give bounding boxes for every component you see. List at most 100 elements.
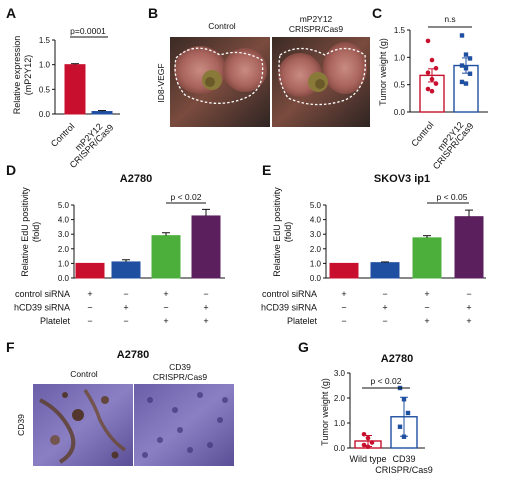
panel-d-bar-1 — [111, 261, 141, 279]
panel-f-label-crispr-line1: CD39 — [169, 362, 191, 372]
panel-letter-b: B — [148, 5, 158, 21]
panel-e-cond-mark-1-0: − — [341, 303, 346, 313]
panel-c-axes: 0.0 0.5 1.0 1.5 — [394, 26, 488, 117]
panel-d-cond-mark-2-0: − — [87, 316, 92, 326]
panel-c-point-0-4 — [429, 76, 435, 82]
panel-c-point-1-5 — [467, 71, 473, 76]
panel-d-ytick-label-2: 2.0 — [58, 245, 70, 254]
panel-e-cond-label-2: Platelet — [287, 316, 318, 326]
panel-c-point-1-1 — [463, 52, 469, 57]
panel-a-bar-1 — [91, 111, 113, 115]
panel-f-histology: A2780 Control CD39 CRISPR/Cas9 CD39 — [16, 349, 234, 466]
panel-g-point-1-2 — [405, 410, 411, 416]
panel-d-cond-label-0: control siRNA — [15, 289, 70, 299]
panel-d-ytick-label-3: 3.0 — [58, 230, 70, 239]
panel-e-ylabel-line2: (fold) — [283, 222, 293, 243]
panel-e-cond-mark-1-2: − — [424, 303, 429, 313]
panel-b-side-label: ID8-VEGF — [156, 63, 166, 102]
panel-d-ytick-label-5: 5.0 — [58, 201, 70, 210]
panel-g-axes: 0.0 1.0 2.0 3.0 — [334, 369, 425, 453]
panel-d-cond-mark-1-0: − — [87, 303, 92, 313]
panel-a-ylabel-line1: Relative expression — [12, 36, 22, 115]
panel-c-point-1-7 — [463, 81, 469, 86]
panel-c-point-0-2 — [433, 65, 439, 71]
panel-e-chart: SKOV3 ip1 0.0 1.0 2.0 3.0 4.0 5.0 Relative Ed… — [261, 173, 486, 326]
panel-c-significance: n.s — [444, 14, 455, 24]
panel-b-label-crispr-line2: CRISPR/Cas9 — [289, 24, 344, 34]
panel-e-ytick-label-1: 1.0 — [310, 259, 322, 268]
panel-letter-f: F — [6, 339, 15, 355]
panel-g-chart: A2780 0.0 1.0 2.0 3.0 Tumor weight (g) p < … — [320, 353, 433, 475]
panel-d-cond-mark-1-3: + — [203, 303, 208, 313]
panel-c-point-1-0 — [459, 33, 465, 38]
panel-e-ytick-label-2: 2.0 — [310, 245, 322, 254]
panel-c-ylabel: Tumor weight (g) — [378, 38, 388, 106]
panel-c-point-0-0 — [425, 38, 431, 44]
panel-g-title: A2780 — [381, 353, 413, 365]
panel-d-cond-mark-2-1: − — [123, 316, 128, 326]
panel-e-bar-1 — [370, 262, 400, 279]
panel-d-cond-mark-0-3: − — [203, 289, 208, 299]
panel-e-cond-mark-2-3: + — [466, 316, 471, 326]
panel-letter-e: E — [262, 162, 271, 178]
panel-g-point-1-1 — [401, 397, 407, 402]
panel-c-xtick-control: Control — [409, 120, 435, 149]
panel-g-point-0-1 — [365, 435, 371, 441]
panel-d-cond-label-2: Platelet — [40, 316, 71, 326]
panel-f-label-control: Control — [70, 369, 98, 379]
panel-a-ytick-label-3: 1.5 — [39, 36, 51, 45]
panel-e-significance: p < 0.05 — [437, 192, 468, 202]
panel-e-cond-mark-1-3: + — [466, 303, 471, 313]
panel-g-point-0-3 — [361, 442, 367, 448]
panel-a-xtick-control: Control — [49, 121, 77, 149]
panel-g-xtick-crispr-line1: CD39 — [392, 454, 415, 464]
panel-d-bar-3 — [191, 215, 221, 279]
panel-d-ytick-label-0: 0.0 — [58, 274, 70, 283]
panel-g-xtick-crispr-line2: CRISPR/Cas9 — [375, 465, 433, 475]
panel-a-ytick-label-2: 1.0 — [39, 61, 51, 70]
panel-c-point-1-4 — [463, 66, 469, 71]
panel-d-cond-mark-0-0: + — [87, 289, 92, 299]
panel-e-title: SKOV3 ip1 — [374, 173, 430, 185]
panel-e-conditions: control siRNA + − + − hCD39 siRNA − + − + Platelet… — [261, 289, 472, 326]
panel-f-title: A2780 — [117, 349, 149, 361]
panel-d-cond-mark-2-2: + — [163, 316, 168, 326]
panel-c-chart: 0.0 0.5 1.0 1.5 Tumor weight (g) n.s Contro… — [378, 14, 488, 171]
panel-c-point-0-7 — [429, 88, 435, 94]
panel-c-point-0-1 — [429, 57, 435, 63]
panel-d-ylabel-line2: (fold) — [31, 222, 41, 243]
panel-d-cond-mark-1-2: − — [163, 303, 168, 313]
panel-letter-a: A — [6, 5, 16, 21]
panel-f-image-crispr — [134, 384, 234, 466]
panel-d-cond-mark-0-2: + — [163, 289, 168, 299]
panel-letter-g: G — [298, 339, 309, 355]
panel-c-point-1-2 — [467, 56, 473, 61]
panel-d-ytick-label-4: 4.0 — [58, 216, 70, 225]
panel-g-ytick-label-3: 3.0 — [334, 369, 346, 378]
panel-b-label-control: Control — [208, 21, 236, 31]
panel-g-point-0-2 — [369, 440, 375, 445]
panel-e-ytick-label-0: 0.0 — [310, 274, 322, 283]
panel-e-bar-0 — [329, 262, 359, 279]
panel-g-ytick-label-2: 2.0 — [334, 394, 346, 403]
panel-a-ytick-label-1: 0.5 — [39, 85, 51, 94]
panel-c-point-0-5 — [433, 81, 439, 86]
panel-a-ytick-label-0: 0.0 — [39, 110, 51, 119]
panel-d-cond-mark-2-3: + — [203, 316, 208, 326]
panel-e-ytick-label-5: 5.0 — [310, 201, 322, 210]
panel-e-bar-2 — [412, 237, 442, 279]
panel-e-ytick-label-4: 4.0 — [310, 216, 322, 225]
panel-c-point-1-3 — [459, 63, 465, 68]
panel-d-cond-mark-1-1: + — [123, 303, 128, 313]
panel-f-side-label: CD39 — [16, 414, 26, 436]
panel-e-ylabel-line1: Relative EdU positivity — [272, 187, 282, 277]
panel-d-title: A2780 — [120, 173, 152, 185]
panel-d-significance: p < 0.02 — [171, 192, 202, 202]
panel-g-point-1-3 — [397, 424, 403, 429]
panel-c-point-0-6 — [425, 86, 431, 92]
panel-e-cond-label-0: control siRNA — [262, 289, 317, 299]
panel-e-cond-label-1: hCD39 siRNA — [261, 303, 317, 313]
panel-g-point-0-4 — [365, 444, 371, 450]
panel-c-point-1-6 — [459, 79, 465, 85]
